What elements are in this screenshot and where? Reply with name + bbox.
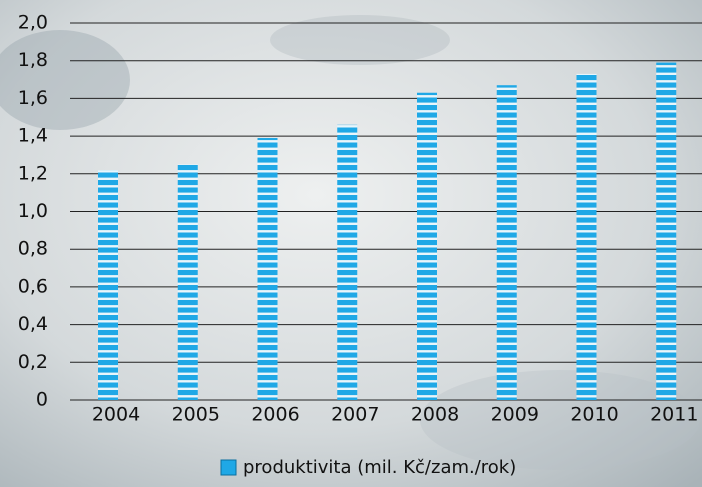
bar — [337, 125, 357, 400]
x-tick-label: 2007 — [331, 404, 379, 426]
legend-label: produktivita (mil. Kč/zam./rok) — [243, 457, 516, 478]
bar — [417, 93, 437, 400]
x-tick-label: 2011 — [650, 404, 698, 426]
bar — [98, 170, 118, 400]
bar — [258, 138, 278, 400]
x-tick-label: 2005 — [172, 404, 220, 426]
y-tick-label: 1,0 — [18, 200, 48, 222]
y-tick-label: 0,8 — [18, 238, 48, 260]
x-tick-label: 2006 — [251, 404, 299, 426]
y-tick-label: 0,6 — [18, 275, 48, 297]
x-tick-label: 2008 — [411, 404, 459, 426]
x-tick-label: 2009 — [491, 404, 539, 426]
bar — [577, 74, 597, 400]
y-tick-label: 0 — [36, 389, 48, 411]
y-tick-label: 1,8 — [18, 49, 48, 71]
legend-swatch — [221, 460, 236, 475]
bar — [497, 85, 517, 400]
bar — [178, 164, 198, 400]
y-tick-label: 2,0 — [18, 12, 48, 34]
y-tick-label: 0,2 — [18, 351, 48, 373]
y-tick-label: 1,4 — [18, 125, 48, 147]
y-tick-label: 1,2 — [18, 162, 48, 184]
x-tick-label: 2010 — [570, 404, 618, 426]
chart: 0 0,2 0,4 0,6 0,8 1,0 1,2 1,4 1,6 1,8 2,0 2004 2005 2… — [0, 0, 702, 487]
y-tick-label: 0,4 — [18, 313, 48, 335]
y-tick-label: 1,6 — [18, 87, 48, 109]
bar — [656, 63, 676, 400]
x-tick-label: 2004 — [92, 404, 140, 426]
